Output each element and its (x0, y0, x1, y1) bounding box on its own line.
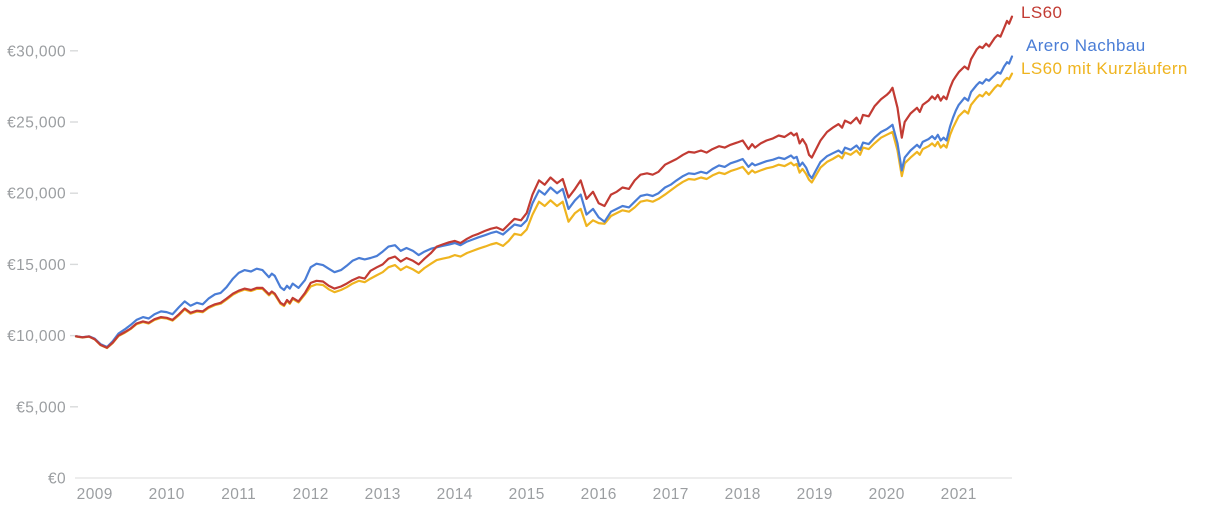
series-line-2 (74, 72, 1014, 350)
y-tick-label: €15,000 (7, 257, 66, 274)
legend-label-ls60: LS60 (1021, 3, 1063, 22)
legend-label-arero-nachbau: Arero Nachbau (1026, 36, 1146, 55)
y-tick-label: €20,000 (7, 186, 66, 203)
x-tick-label: 2009 (77, 486, 113, 503)
y-tick-label: €10,000 (7, 328, 66, 345)
y-tick-label: €30,000 (7, 43, 66, 60)
x-tick-label: 2015 (509, 486, 545, 503)
x-tick-label: 2011 (221, 486, 256, 503)
x-tick-label: 2018 (725, 486, 761, 503)
y-tick-label: €0 (48, 471, 66, 488)
x-tick-label: 2020 (869, 486, 905, 503)
series-line-1 (74, 55, 1014, 349)
x-tick-label: 2017 (653, 486, 689, 503)
x-tick-label: 2012 (293, 486, 329, 503)
x-tick-label: 2016 (581, 486, 617, 503)
x-tick-label: 2021 (941, 486, 977, 503)
x-tick-label: 2013 (365, 486, 401, 503)
x-tick-label: 2014 (437, 486, 473, 503)
series-line-0 (74, 15, 1014, 349)
y-tick-label: €5,000 (16, 399, 66, 416)
x-tick-label: 2010 (149, 486, 185, 503)
y-tick-label: €25,000 (7, 115, 66, 132)
x-tick-label: 2019 (797, 486, 833, 503)
legend-label-ls60-kurzlaeufer: LS60 mit Kurzläufern (1021, 59, 1188, 78)
